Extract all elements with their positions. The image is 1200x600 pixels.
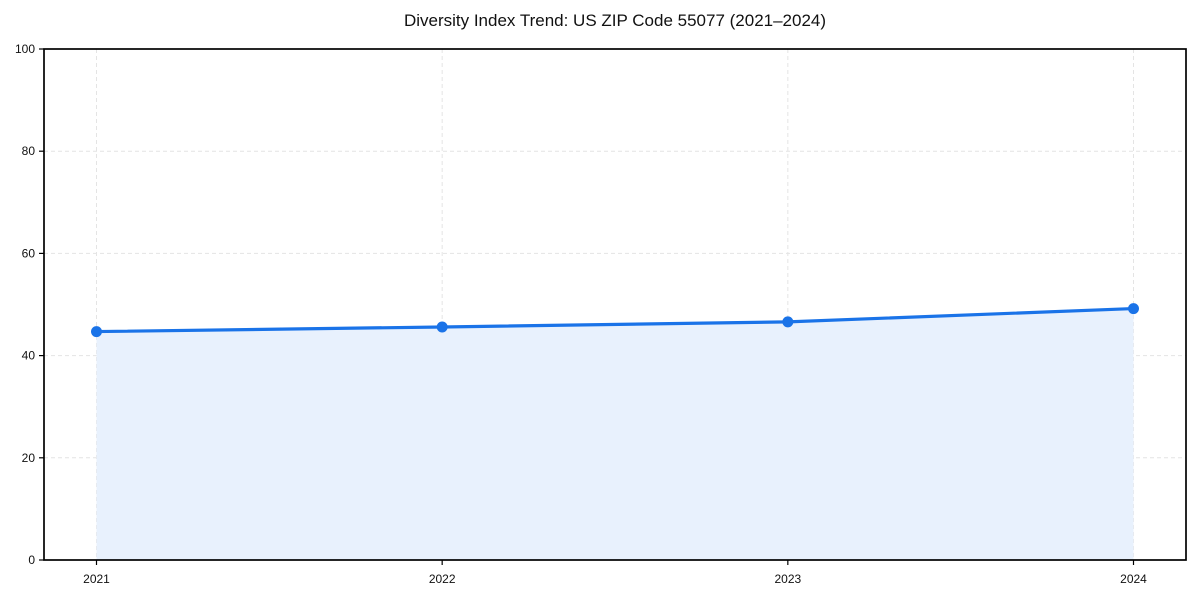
plot-frame: [43, 48, 1187, 561]
x-axis-tick-label: 2023: [774, 572, 801, 586]
x-axis-tick-label: 2024: [1120, 572, 1147, 586]
y-axis-tick-label: 40: [22, 349, 36, 363]
y-axis-tick-label: 60: [22, 246, 36, 260]
data-point: [436, 321, 448, 333]
data-point: [91, 326, 102, 338]
chart-title: Diversity Index Trend: US ZIP Code 55077…: [403, 11, 827, 30]
x-axis-tick-label: 2021: [83, 572, 110, 586]
y-axis-tick-label: 100: [15, 42, 35, 56]
x-axis-tick-label: 2022: [429, 572, 456, 586]
data-point: [1128, 303, 1139, 315]
y-axis-tick-label: 20: [22, 451, 36, 465]
data-point: [782, 316, 794, 328]
y-axis-tick-label: 0: [28, 553, 35, 567]
trend-line: [94, 306, 1136, 334]
y-axis-tick-label: 80: [22, 144, 36, 158]
area-fill: [96, 308, 1134, 560]
